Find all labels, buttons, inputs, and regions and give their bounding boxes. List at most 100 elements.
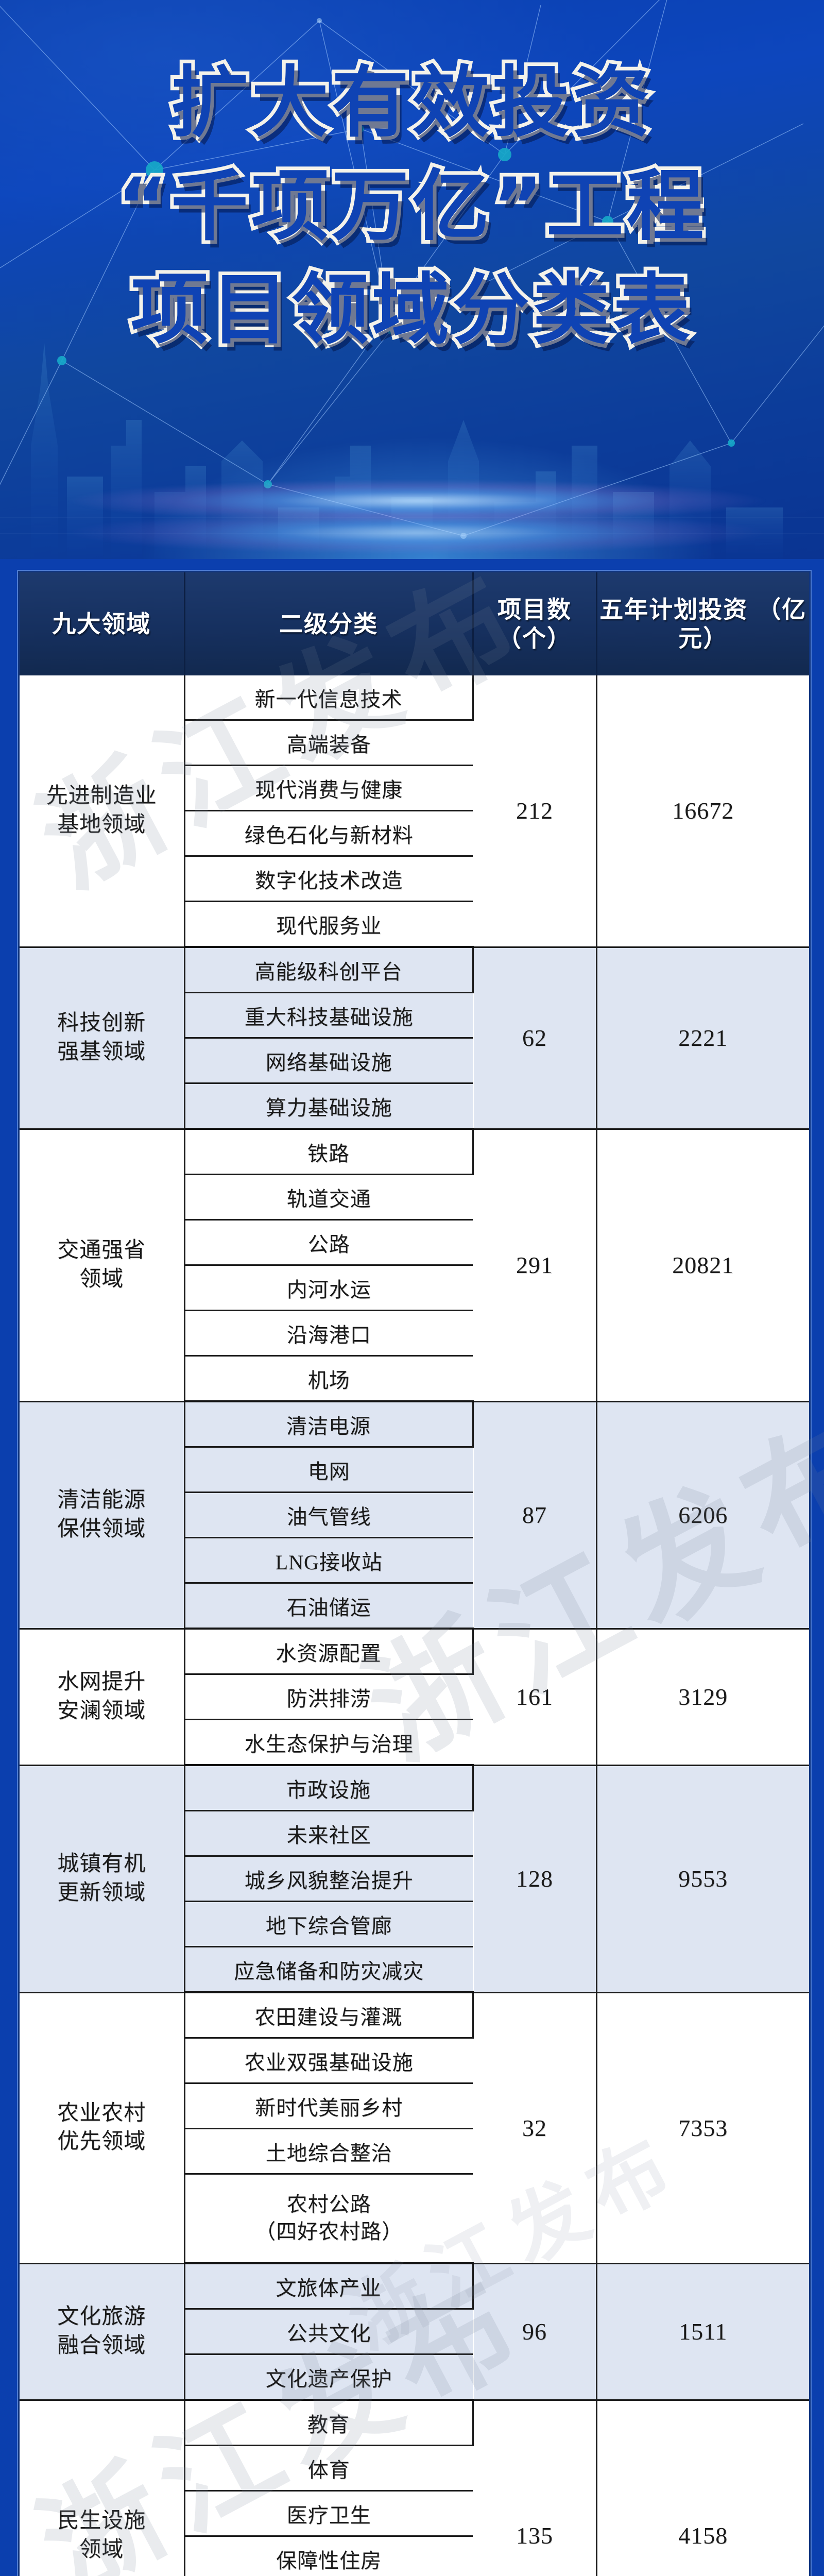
- cell-domain: 科技创新 强基领域: [20, 947, 185, 1130]
- table-row: 医疗卫生: [20, 2490, 809, 2537]
- project-classification-table: 九大领域 二级分类 项目数 （个） 五年计划投资 （亿元） 先进制造业 基地领域新…: [18, 571, 811, 2576]
- table-row: 石油储运: [20, 1583, 809, 1630]
- table-row: 防洪排涝: [20, 1674, 809, 1720]
- table-row: 农村公路 （四好农村路）: [20, 2174, 809, 2264]
- domain-line1: 交通强省: [57, 1239, 146, 1263]
- cell-investment: 1511: [596, 2263, 809, 2401]
- cell-project-count: 62: [473, 947, 597, 1130]
- cell-subcategory: 重大科技基础设施: [184, 992, 473, 1039]
- cell-domain: 城镇有机 更新领域: [20, 1765, 185, 1993]
- cell-investment: 20821: [596, 1129, 809, 1402]
- glow-divider-lower: [0, 510, 824, 556]
- cell-subcategory: 农业双强基础设施: [184, 2038, 473, 2084]
- domain-line1: 农业农村: [57, 2101, 146, 2125]
- cell-subcategory: 城乡风貌整治提升: [184, 1856, 473, 1902]
- cell-subcategory: 公路: [184, 1219, 473, 1266]
- table-row: 城镇有机 更新领域 市政设施 128 9553: [20, 1765, 809, 1993]
- table-row: 公路: [20, 1219, 809, 1266]
- table-row: 农业农村 优先领域 农田建设与灌溉 32 7353: [20, 1992, 809, 2264]
- cell-subcategory: 教育: [184, 2400, 474, 2446]
- table-row: 水生态保护与治理: [20, 1719, 809, 1766]
- domain-line2: 更新领域: [57, 1880, 146, 1905]
- cell-subcategory: 保障性住房: [184, 2536, 473, 2576]
- table-row: 先进制造业 基地领域 新一代信息技术 212 16672: [20, 675, 809, 948]
- cell-subcategory: 公共文化: [184, 2309, 473, 2355]
- cell-domain: 水网提升 安澜领域: [20, 1629, 185, 1766]
- cell-subcategory: 数字化技术改造: [184, 856, 473, 902]
- table-row: 公共文化: [20, 2309, 809, 2355]
- table-row: 电网: [20, 1447, 809, 1493]
- table-row: 网络基础设施: [20, 1038, 809, 1084]
- cell-investment: 2221: [596, 947, 809, 1130]
- domain-line2: 融合领域: [57, 2333, 146, 2358]
- domain-line2: 领域: [79, 2537, 124, 2562]
- table-row: 未来社区: [20, 1810, 809, 1857]
- table-header-row: 九大领域 二级分类 项目数 （个） 五年计划投资 （亿元）: [20, 572, 809, 675]
- cell-investment: 7353: [596, 1992, 809, 2264]
- domain-line2: 领域: [79, 1267, 124, 1291]
- header-text-line1: 项目数: [497, 595, 572, 623]
- cell-project-count: 32: [473, 1992, 597, 2264]
- table-row: 保障性住房: [20, 2536, 809, 2576]
- domain-line1: 水网提升: [57, 1670, 146, 1694]
- table-row: 新时代美丽乡村: [20, 2083, 809, 2129]
- cell-subcategory: 高能级科创平台: [184, 947, 474, 993]
- cell-subcategory: 水生态保护与治理: [184, 1719, 473, 1766]
- cell-domain: 农业农村 优先领域: [20, 1992, 185, 2264]
- cell-subcategory: 体育: [184, 2445, 473, 2492]
- cell-subcategory: 市政设施: [184, 1765, 474, 1811]
- column-header-subcategory: 二级分类: [184, 572, 474, 675]
- table-row: 重大科技基础设施: [20, 992, 809, 1039]
- cell-subcategory: 沿海港口: [184, 1310, 473, 1357]
- subcategory-line2: （四好农村路）: [255, 2220, 403, 2243]
- domain-line2: 基地领域: [57, 812, 146, 837]
- cell-subcategory: 防洪排涝: [184, 1674, 473, 1720]
- cell-subcategory: 算力基础设施: [184, 1083, 473, 1130]
- table-row: 应急储备和防灾减灾: [20, 1946, 809, 1993]
- table-row: 清洁能源 保供领域 清洁电源 87 6206: [20, 1401, 809, 1630]
- cell-subcategory: 机场: [184, 1355, 473, 1402]
- cell-subcategory: 农田建设与灌溉: [184, 1992, 474, 2039]
- table-row: 现代消费与健康: [20, 765, 809, 811]
- domain-line1: 清洁能源: [57, 1488, 146, 1513]
- table-row: 体育: [20, 2445, 809, 2492]
- cell-domain: 民生设施 领域: [20, 2400, 185, 2576]
- cell-investment: 9553: [596, 1765, 809, 1993]
- cell-subcategory: 轨道交通: [184, 1174, 473, 1221]
- cell-subcategory: 绿色石化与新材料: [184, 810, 473, 857]
- table-row: 数字化技术改造: [20, 856, 809, 902]
- cell-subcategory: 现代消费与健康: [184, 765, 473, 811]
- header-text-line1: 五年计划投资: [599, 595, 748, 623]
- cell-investment: 16672: [596, 675, 809, 948]
- cell-domain: 交通强省 领域: [20, 1129, 185, 1402]
- table-row: 机场: [20, 1355, 809, 1402]
- title-line-3: 项目领域分类表: [127, 262, 694, 359]
- cell-investment: 3129: [596, 1629, 809, 1766]
- cell-investment: 6206: [596, 1401, 809, 1630]
- cell-subcategory: 文化遗产保护: [184, 2354, 473, 2401]
- cell-subcategory: 土地综合整治: [184, 2128, 473, 2175]
- subcategory-line1: 农村公路: [286, 2193, 371, 2216]
- cell-project-count: 135: [473, 2400, 597, 2576]
- cell-domain: 文化旅游 融合领域: [20, 2263, 185, 2401]
- cell-subcategory: LNG接收站: [184, 1537, 473, 1584]
- table-row: 土地综合整治: [20, 2128, 809, 2175]
- table-row: 水网提升 安澜领域 水资源配置 161 3129: [20, 1629, 809, 1766]
- table-row: 油气管线: [20, 1492, 809, 1538]
- cell-subcategory: 农村公路 （四好农村路）: [184, 2174, 473, 2264]
- table-row: 民生设施 领域 教育 135 4158: [20, 2400, 809, 2576]
- cell-subcategory: 电网: [184, 1447, 473, 1493]
- cell-subcategory: 石油储运: [184, 1583, 473, 1630]
- cell-project-count: 87: [473, 1401, 597, 1630]
- cell-project-count: 96: [473, 2263, 597, 2401]
- domain-line1: 文化旅游: [57, 2305, 146, 2329]
- column-header-project-count: 项目数 （个）: [473, 572, 597, 675]
- table-row: 文化旅游 融合领域 文旅体产业 96 1511: [20, 2263, 809, 2401]
- table-row: 科技创新 强基领域 高能级科创平台 62 2221: [20, 947, 809, 1130]
- cell-domain: 清洁能源 保供领域: [20, 1401, 185, 1630]
- domain-line2: 安澜领域: [57, 1699, 146, 1723]
- domain-line2: 强基领域: [57, 1040, 146, 1064]
- cell-project-count: 212: [473, 675, 597, 948]
- cell-subcategory: 清洁电源: [184, 1401, 474, 1448]
- cell-subcategory: 网络基础设施: [184, 1038, 473, 1084]
